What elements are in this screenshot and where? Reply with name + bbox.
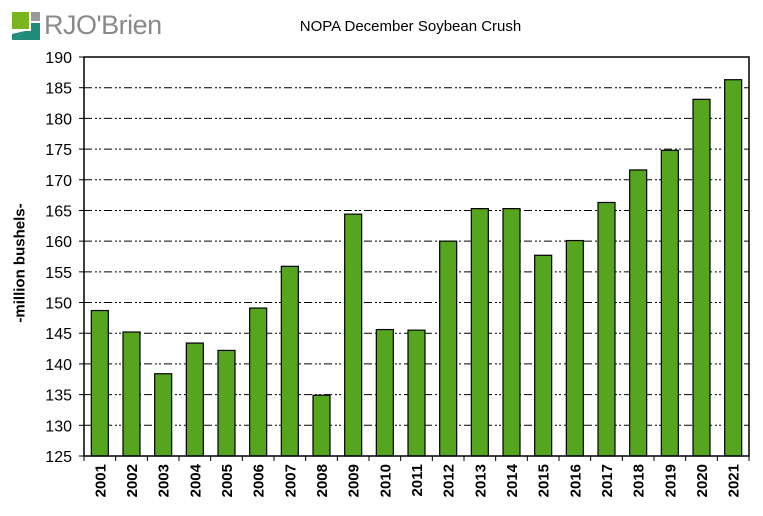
bar-2012 (439, 240, 458, 457)
rjobrien-logo: RJO'Brien (12, 10, 162, 42)
y-tick-label: 155 (45, 265, 72, 282)
x-tick-label: 2006 (251, 464, 268, 497)
bar-2015 (534, 254, 553, 457)
x-tick-label: 2013 (472, 464, 489, 497)
x-tick-label: 2001 (92, 464, 109, 497)
x-tick-label: 2016 (567, 464, 584, 497)
bar-2004 (185, 342, 204, 457)
y-tick-label: 135 (45, 388, 72, 405)
bar-2009 (344, 213, 363, 457)
bar-2010 (375, 328, 394, 457)
bar-2005 (217, 349, 236, 457)
bar-2002 (122, 331, 141, 457)
y-tick-label: 160 (45, 234, 72, 251)
x-tick-label: 2003 (156, 464, 173, 497)
x-tick-label: 2007 (282, 464, 299, 497)
x-tick-label: 2012 (441, 464, 458, 497)
y-tick-label: 125 (45, 449, 72, 466)
bar-2006 (249, 307, 268, 457)
bar-2011 (407, 329, 426, 457)
bar-2018 (629, 169, 648, 457)
y-tick-label: 145 (45, 326, 72, 343)
bar-2007 (280, 265, 299, 457)
bar-2003 (154, 373, 173, 457)
bar-2001 (90, 309, 109, 457)
bar-2020 (692, 98, 711, 457)
y-tick-label: 130 (45, 418, 72, 435)
x-tick-label: 2015 (536, 464, 553, 497)
x-tick-label: 2011 (409, 464, 426, 497)
x-tick-label: 2021 (726, 464, 743, 497)
bar-2017 (597, 201, 616, 457)
y-tick-label: 170 (45, 173, 72, 190)
x-tick-label: 2010 (377, 464, 394, 497)
x-tick-label: 2018 (631, 464, 648, 497)
bar-2014 (502, 208, 521, 457)
x-tick-label: 2017 (599, 464, 616, 497)
y-tick-label: 175 (45, 142, 72, 159)
x-tick-label: 2019 (662, 464, 679, 497)
bar-2019 (660, 149, 679, 457)
x-tick-label: 2004 (187, 463, 204, 497)
x-tick-label: 2008 (314, 464, 331, 497)
x-tick-label: 2002 (124, 464, 141, 497)
bar-2021 (724, 79, 743, 457)
bar-2013 (470, 208, 489, 457)
x-tick-label: 2014 (504, 463, 521, 497)
chart-title: NOPA December Soybean Crush (299, 18, 522, 35)
y-tick-label: 190 (45, 50, 72, 67)
x-tick-label: 2009 (346, 464, 363, 497)
y-tick-label: 165 (45, 203, 72, 220)
plot-area-border (83, 56, 750, 457)
y-tick-label: 180 (45, 111, 72, 128)
bar-2008 (312, 394, 331, 457)
logo-text: RJO'Brien (44, 10, 162, 40)
y-tick-label: 185 (45, 81, 72, 98)
x-tick-label: 2005 (219, 464, 236, 497)
y-tick-label: 150 (45, 296, 72, 313)
y-tick-label: 140 (45, 357, 72, 374)
bar-2016 (565, 239, 584, 457)
x-tick-label: 2020 (694, 464, 711, 497)
logo-mark-icon (12, 12, 40, 40)
